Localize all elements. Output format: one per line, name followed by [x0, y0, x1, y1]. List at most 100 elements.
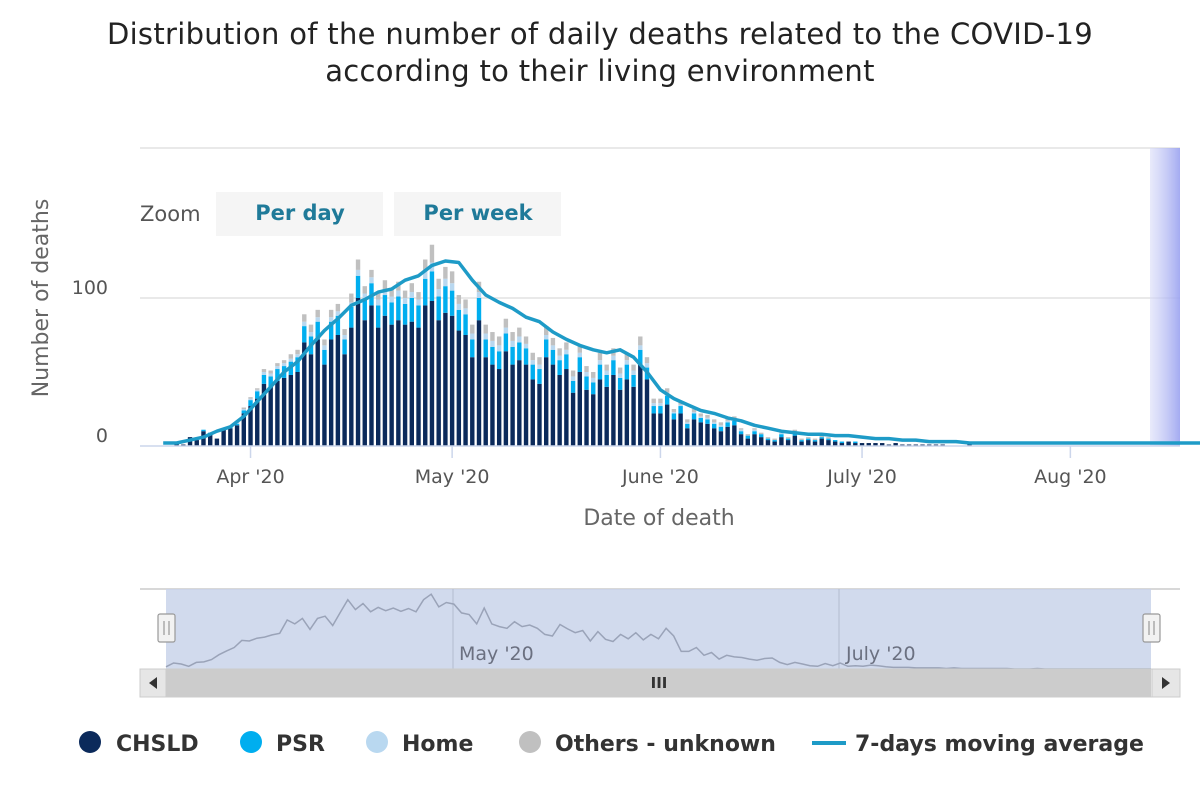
bar-segment-others-unknown[interactable] [705, 414, 710, 418]
bar-segment-psr[interactable] [597, 364, 603, 380]
bar-segment-chsld[interactable] [436, 320, 441, 446]
bar-segment-chsld[interactable] [799, 441, 804, 446]
navigator-selected-range[interactable] [166, 589, 1151, 669]
bar-segment-others-unknown[interactable] [759, 432, 764, 435]
bar-segment-home[interactable] [570, 376, 576, 381]
bar-segment-chsld[interactable] [409, 321, 414, 446]
bar-segment-home[interactable] [470, 333, 475, 340]
bar-segment-others-unknown[interactable] [483, 324, 488, 334]
bar-segment-chsld[interactable] [523, 364, 529, 446]
bar-segment-others-unknown[interactable] [429, 244, 435, 263]
bar-segment-chsld[interactable] [268, 386, 273, 446]
bar-segment-psr[interactable] [423, 278, 428, 306]
bar-segment-chsld[interactable] [712, 428, 717, 446]
bar-segment-others-unknown[interactable] [564, 342, 569, 350]
bar-segment-psr[interactable] [234, 423, 240, 426]
bar-segment-psr[interactable] [537, 369, 542, 384]
bar-segment-home[interactable] [530, 360, 535, 365]
bar-segment-home[interactable] [328, 317, 334, 322]
bar-segment-others-unknown[interactable] [691, 409, 697, 412]
bar-segment-others-unknown[interactable] [376, 292, 381, 300]
bar-segment-psr[interactable] [328, 321, 334, 340]
bar-segment-others-unknown[interactable] [268, 370, 273, 374]
bar-segment-chsld[interactable] [443, 312, 448, 446]
bar-segment-chsld[interactable] [772, 441, 777, 446]
bar-segment-psr[interactable] [409, 298, 414, 322]
bar-segment-chsld[interactable] [806, 440, 811, 446]
bar-segment-home[interactable] [557, 355, 562, 361]
bar-segment-psr[interactable] [557, 360, 562, 375]
bar-segment-chsld[interactable] [248, 406, 253, 446]
bar-segment-psr[interactable] [241, 410, 246, 414]
bar-segment-chsld[interactable] [752, 434, 757, 446]
bar-segment-psr[interactable] [779, 434, 784, 438]
bar-segment-others-unknown[interactable] [470, 324, 475, 334]
bar-segment-psr[interactable] [544, 339, 549, 358]
bar-segment-home[interactable] [779, 432, 784, 435]
legend-item-psr[interactable]: PSR [240, 731, 325, 757]
bar-segment-chsld[interactable] [302, 342, 307, 446]
bar-segment-home[interactable] [510, 340, 515, 347]
bar-segment-psr[interactable] [759, 434, 764, 438]
bar-segment-psr[interactable] [725, 422, 730, 427]
bar-segment-home[interactable] [517, 336, 522, 343]
bar-segment-chsld[interactable] [779, 437, 784, 446]
bar-segment-chsld[interactable] [745, 438, 750, 446]
bar-segment-chsld[interactable] [288, 374, 294, 446]
bar-segment-psr[interactable] [275, 369, 280, 381]
bar-segment-others-unknown[interactable] [436, 278, 441, 290]
bar-segment-chsld[interactable] [322, 364, 327, 446]
bar-segment-home[interactable] [342, 335, 347, 340]
bar-segment-psr[interactable] [712, 423, 717, 429]
bar-segment-psr[interactable] [483, 339, 488, 358]
bar-segment-home[interactable] [362, 293, 367, 300]
bar-segment-others-unknown[interactable] [718, 422, 724, 426]
bar-segment-others-unknown[interactable] [463, 299, 468, 309]
bar-segment-psr[interactable] [322, 349, 327, 365]
bar-segment-home[interactable] [476, 292, 482, 298]
bar-segment-others-unknown[interactable] [617, 367, 623, 374]
bar-segment-home[interactable] [698, 416, 703, 418]
bar-segment-others-unknown[interactable] [302, 314, 307, 322]
bar-segment-chsld[interactable] [557, 374, 562, 446]
bar-segment-psr[interactable] [268, 376, 273, 387]
bar-segment-home[interactable] [369, 277, 374, 284]
bar-segment-home[interactable] [456, 303, 462, 310]
bar-segment-chsld[interactable] [792, 435, 798, 446]
bar-segment-chsld[interactable] [194, 440, 199, 446]
bar-segment-psr[interactable] [705, 419, 710, 424]
bar-segment-chsld[interactable] [664, 404, 670, 446]
bar-segment-chsld[interactable] [483, 357, 488, 446]
bar-segment-psr[interactable] [255, 391, 260, 399]
bar-segment-chsld[interactable] [261, 383, 267, 446]
bar-segment-chsld[interactable] [812, 441, 818, 446]
bar-segment-psr[interactable] [611, 360, 616, 375]
bar-segment-psr[interactable] [631, 374, 636, 387]
bar-segment-psr[interactable] [517, 342, 522, 361]
bar-segment-others-unknown[interactable] [443, 266, 448, 279]
bar-segment-others-unknown[interactable] [369, 269, 374, 278]
bar-segment-chsld[interactable] [241, 413, 246, 446]
bar-segment-others-unknown[interactable] [570, 370, 576, 377]
bar-segment-chsld[interactable] [658, 413, 663, 446]
bar-segment-others-unknown[interactable] [496, 336, 502, 346]
bar-segment-psr[interactable] [510, 346, 515, 365]
bar-segment-chsld[interactable] [402, 324, 408, 446]
bar-segment-others-unknown[interactable] [644, 357, 650, 364]
bar-segment-chsld[interactable] [544, 357, 549, 446]
bar-segment-others-unknown[interactable] [591, 372, 596, 378]
bar-segment-chsld[interactable] [570, 392, 576, 446]
bar-segment-psr[interactable] [591, 382, 596, 395]
bar-segment-chsld[interactable] [685, 428, 690, 446]
bar-segment-home[interactable] [490, 340, 495, 347]
bar-segment-home[interactable] [523, 343, 529, 349]
bar-segment-psr[interactable] [335, 315, 341, 335]
bar-segment-home[interactable] [416, 299, 421, 306]
bar-segment-home[interactable] [275, 366, 280, 370]
bar-segment-psr[interactable] [638, 349, 643, 365]
bar-segment-others-unknown[interactable] [597, 352, 603, 361]
bar-segment-home[interactable] [443, 278, 448, 287]
bar-segment-psr[interactable] [658, 406, 663, 414]
bar-segment-others-unknown[interactable] [449, 271, 455, 284]
bar-segment-chsld[interactable] [382, 315, 388, 446]
